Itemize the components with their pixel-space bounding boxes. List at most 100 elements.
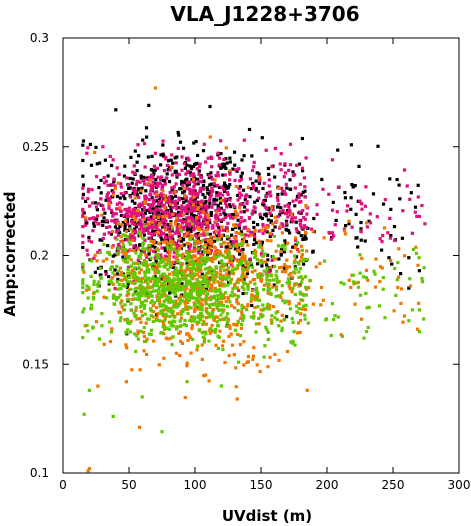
- data-point: [183, 395, 187, 400]
- data-point: [285, 265, 289, 269]
- data-point: [259, 312, 263, 316]
- data-point: [217, 232, 221, 236]
- data-point: [336, 148, 340, 152]
- data-point: [132, 311, 136, 315]
- data-point: [100, 219, 104, 224]
- data-point: [186, 252, 190, 256]
- data-point: [81, 183, 86, 187]
- data-point: [98, 251, 102, 255]
- data-point: [84, 216, 88, 220]
- data-point: [199, 285, 203, 289]
- data-point: [181, 183, 185, 187]
- data-point: [211, 225, 215, 229]
- data-point: [239, 216, 243, 220]
- data-point: [242, 287, 246, 291]
- data-point: [173, 292, 177, 296]
- data-point: [136, 297, 140, 301]
- data-point: [196, 182, 200, 186]
- data-point: [203, 267, 207, 271]
- data-point: [240, 303, 244, 307]
- data-point: [175, 305, 179, 309]
- data-point: [141, 201, 145, 205]
- data-point: [180, 219, 184, 223]
- data-point: [262, 283, 266, 287]
- data-point: [329, 333, 333, 338]
- data-point: [217, 207, 221, 211]
- data-point: [284, 192, 288, 196]
- data-point: [99, 273, 103, 277]
- data-point: [225, 191, 229, 195]
- data-point: [221, 348, 225, 352]
- data-point: [134, 309, 138, 313]
- data-point: [210, 329, 214, 333]
- data-point: [191, 287, 195, 291]
- data-point: [99, 178, 103, 182]
- data-point: [237, 259, 241, 263]
- data-point: [237, 223, 241, 227]
- data-point: [208, 135, 212, 139]
- data-point: [258, 275, 262, 279]
- data-point: [300, 248, 304, 252]
- data-point: [166, 168, 170, 172]
- data-point: [260, 260, 264, 264]
- data-point: [216, 215, 220, 219]
- data-point: [124, 343, 128, 347]
- data-point: [256, 223, 260, 227]
- data-point: [123, 234, 127, 238]
- data-point: [261, 231, 265, 235]
- data-point: [210, 205, 214, 209]
- data-point: [174, 169, 178, 173]
- data-point: [224, 225, 228, 230]
- data-point: [149, 290, 153, 294]
- data-point: [255, 295, 259, 299]
- data-point: [288, 231, 292, 235]
- data-point: [151, 261, 155, 266]
- data-point: [211, 256, 215, 260]
- data-point: [252, 205, 256, 209]
- data-point: [191, 220, 195, 224]
- data-point: [294, 255, 299, 259]
- data-point: [117, 172, 121, 176]
- data-point: [143, 201, 147, 205]
- data-point: [211, 189, 215, 193]
- data-point: [161, 143, 165, 147]
- data-point: [218, 191, 222, 195]
- data-point: [241, 202, 245, 206]
- data-point: [222, 268, 227, 272]
- data-point: [253, 269, 257, 273]
- data-point: [257, 298, 261, 302]
- data-point: [254, 330, 258, 334]
- data-point: [219, 152, 223, 156]
- data-point: [147, 103, 151, 107]
- data-point: [204, 199, 208, 203]
- data-point: [221, 293, 225, 297]
- data-point: [164, 305, 168, 309]
- data-point: [203, 247, 207, 251]
- data-point: [120, 240, 124, 244]
- data-point: [284, 299, 288, 303]
- data-point: [181, 197, 185, 201]
- data-point: [207, 339, 211, 343]
- data-point: [185, 255, 190, 259]
- data-point: [106, 244, 110, 248]
- data-point: [153, 86, 157, 90]
- data-point: [242, 305, 246, 309]
- data-point: [265, 263, 269, 267]
- data-point: [140, 213, 144, 217]
- y-tick-label: 0.15: [22, 357, 49, 371]
- data-point: [88, 142, 92, 146]
- data-point: [372, 269, 376, 273]
- data-point: [204, 277, 208, 281]
- data-point: [358, 253, 362, 257]
- data-point: [274, 311, 278, 315]
- data-point: [146, 155, 150, 159]
- data-point: [192, 272, 196, 276]
- x-tick-label: 50: [121, 478, 136, 492]
- data-point: [358, 293, 363, 297]
- data-point: [171, 188, 175, 192]
- data-point: [178, 237, 182, 241]
- data-point: [255, 288, 259, 292]
- data-point: [168, 253, 172, 257]
- data-point: [81, 245, 85, 250]
- data-point: [155, 306, 159, 310]
